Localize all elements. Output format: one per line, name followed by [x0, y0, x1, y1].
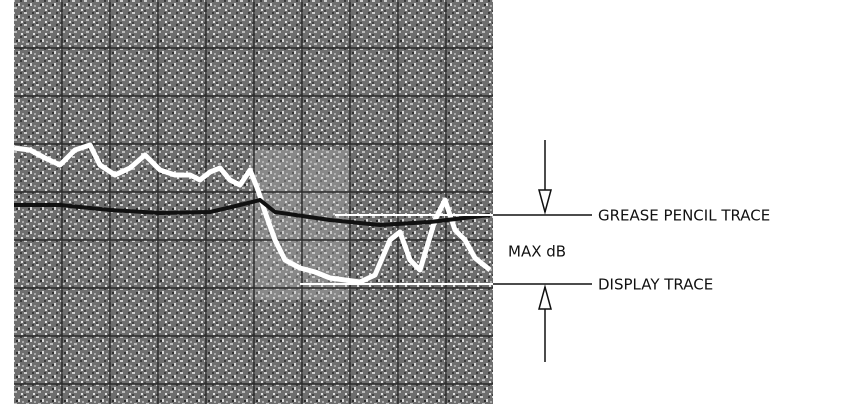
- max-db-arrows: [538, 140, 552, 362]
- max-db-label: MAX dB: [508, 243, 566, 261]
- glow: [250, 150, 350, 300]
- graticule: [14, 0, 493, 404]
- grease-pencil-trace: [14, 198, 491, 227]
- display-trace: [13, 142, 492, 285]
- display-trace-label: DISPLAY TRACE: [598, 276, 713, 294]
- grease-pencil-label: GREASE PENCIL TRACE: [598, 207, 770, 225]
